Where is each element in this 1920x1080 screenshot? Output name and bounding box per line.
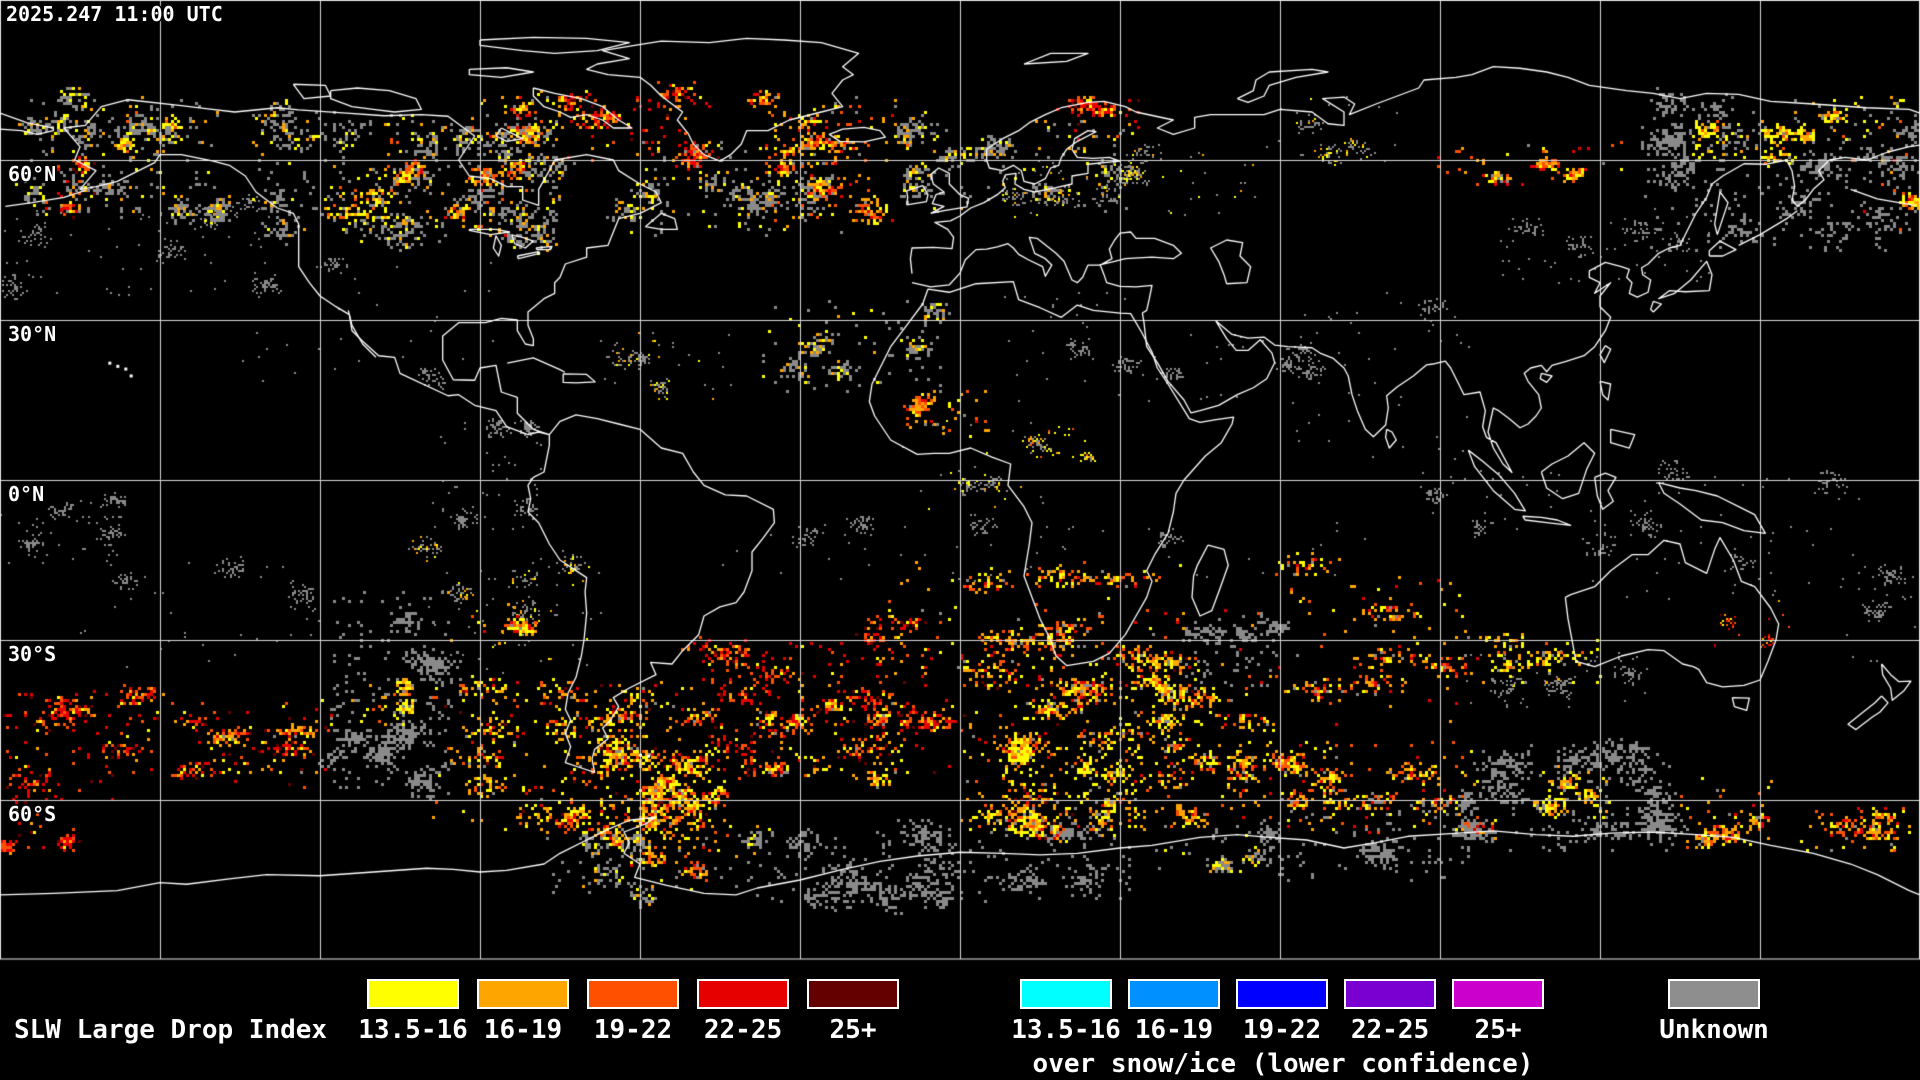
legend-label-warm-25plus: 25+ bbox=[829, 1015, 877, 1045]
legend-label-snowice-25plus: 25+ bbox=[1474, 1015, 1522, 1045]
legend-swatch-warm-16-19 bbox=[477, 979, 569, 1009]
latitude-label-0n: 0°N bbox=[8, 482, 45, 506]
timestamp-label: 2025.247 11:00 UTC bbox=[6, 2, 223, 26]
legend-label-unknown: Unknown bbox=[1659, 1015, 1769, 1045]
legend-label-warm-16-19: 16-19 bbox=[483, 1015, 563, 1045]
legend-swatch-snowice-13.5-16 bbox=[1020, 979, 1112, 1009]
latitude-label-30s: 30°S bbox=[8, 642, 57, 666]
legend-label-warm-19-22: 19-22 bbox=[593, 1015, 673, 1045]
legend-label-snowice-16-19: 16-19 bbox=[1134, 1015, 1214, 1045]
legend-label-warm-13.5-16: 13.5-16 bbox=[358, 1015, 468, 1045]
legend-swatch-snowice-16-19 bbox=[1128, 979, 1220, 1009]
legend-label-snowice-19-22: 19-22 bbox=[1242, 1015, 1322, 1045]
legend-swatch-warm-19-22 bbox=[587, 979, 679, 1009]
legend-snowice-note: over snow/ice (lower confidence) bbox=[1032, 1049, 1534, 1079]
legend-swatch-warm-22-25 bbox=[697, 979, 789, 1009]
legend-swatch-snowice-19-22 bbox=[1236, 979, 1328, 1009]
legend-label-snowice-22-25: 22-25 bbox=[1350, 1015, 1430, 1045]
legend-title: SLW Large Drop Index bbox=[14, 1015, 328, 1045]
legend-label-snowice-13.5-16: 13.5-16 bbox=[1011, 1015, 1121, 1045]
legend-label-warm-22-25: 22-25 bbox=[703, 1015, 783, 1045]
latitude-label-30n: 30°N bbox=[8, 322, 57, 346]
legend-swatch-unknown bbox=[1668, 979, 1760, 1009]
latitude-label-60n: 60°N bbox=[8, 162, 57, 186]
legend-swatch-warm-13.5-16 bbox=[367, 979, 459, 1009]
legend-swatch-snowice-25plus bbox=[1452, 979, 1544, 1009]
legend-swatch-snowice-22-25 bbox=[1344, 979, 1436, 1009]
latitude-label-60s: 60°S bbox=[8, 802, 57, 826]
legend-swatch-warm-25plus bbox=[807, 979, 899, 1009]
